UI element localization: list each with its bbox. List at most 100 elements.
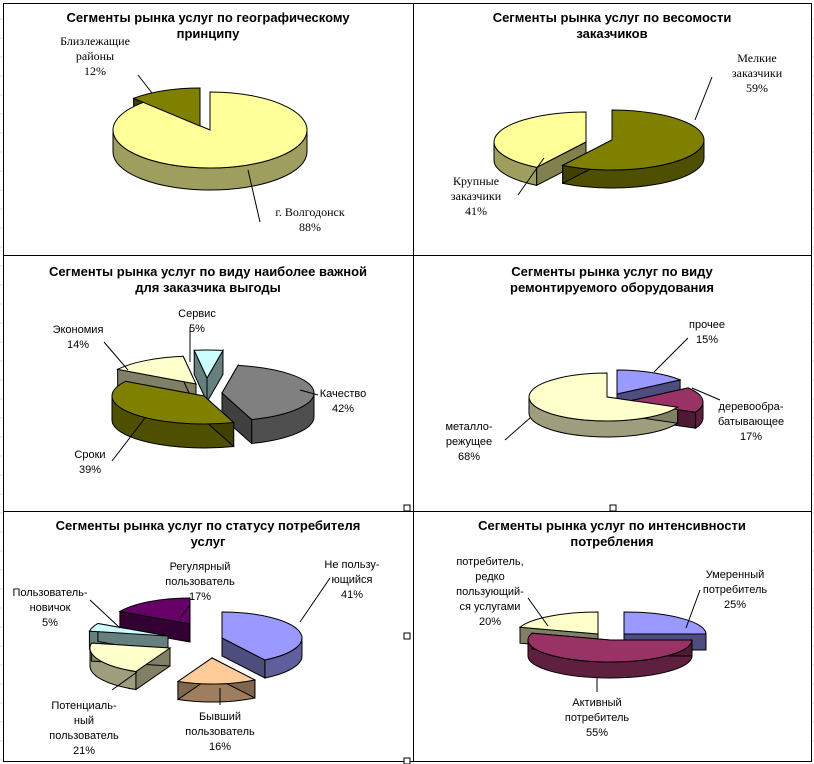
slice-label-line: 20% xyxy=(479,616,501,628)
pie-slice-2 xyxy=(624,387,704,413)
slice-label-line: 12% xyxy=(84,64,106,78)
slice-label: Сроки 39% xyxy=(74,449,105,476)
chart-title: Сегменты рынка услуг по интенсивности пот… xyxy=(478,518,746,549)
pie-slice-1 xyxy=(623,611,707,635)
slice-label-line: 15% xyxy=(696,334,718,346)
slice-label-line: 17% xyxy=(189,591,211,603)
pie-chart-5: Сегменты рынка услуг по статусу потребит… xyxy=(12,518,379,757)
slice-label-line: Не пользу- xyxy=(324,559,380,571)
slice-label-line: районы xyxy=(76,49,114,63)
pie-slice-1 xyxy=(561,109,705,171)
slice-label-line: 21% xyxy=(73,745,95,757)
pie-chart-6: Сегменты рынка услуг по интенсивности пот… xyxy=(456,518,767,739)
slice-label-line: 5% xyxy=(189,323,205,335)
pie-top xyxy=(518,611,707,663)
slice-label-line: пользователь xyxy=(49,730,119,742)
slice-label-line: Бывший xyxy=(199,711,241,723)
chart-title-line: Сегменты рынка услуг по виду xyxy=(511,264,713,279)
chart-frame xyxy=(413,255,812,512)
slice-label-line: 68% xyxy=(458,451,480,463)
chart-title-line: услуг xyxy=(191,534,226,549)
slice-label: Сервис 5% xyxy=(178,308,216,335)
pie-slice-1 xyxy=(112,91,308,169)
slice-label-line: редко xyxy=(475,571,504,583)
chart-title-line: потребления xyxy=(570,534,653,549)
pie-slice-5 xyxy=(118,597,191,625)
chart-title: Сегменты рынка услуг по географическому п… xyxy=(66,10,350,41)
leader-line xyxy=(691,387,721,401)
pie-top xyxy=(111,349,315,425)
slice-label-line: заказчики xyxy=(732,66,783,80)
slice-label: Крупные заказчики 41% xyxy=(451,174,502,218)
slice-label-line: ный xyxy=(74,715,94,727)
slice-label-line: Пользователь- xyxy=(12,587,87,599)
chart-title-line: Сегменты рынка услуг по географическому xyxy=(66,10,350,25)
slice-label-line: 41% xyxy=(465,204,487,218)
slice-label-line: новичок xyxy=(30,602,71,614)
chart-title-line: принципу xyxy=(177,26,240,41)
chart-title-line: Сегменты рынка услуг по статусу потребит… xyxy=(56,518,361,533)
pie-chart-4: Сегменты рынка услуг по виду ремонтируемо… xyxy=(445,264,784,463)
chart-title: Сегменты рынка услуг по статусу потребит… xyxy=(56,518,361,549)
slice-label-line: пользующий- xyxy=(456,586,524,598)
pie-top xyxy=(528,369,704,422)
leader-line xyxy=(103,341,129,371)
pie-slice-2 xyxy=(132,87,201,127)
slice-label: металло-режущее 68% xyxy=(445,421,492,463)
slice-label-line: 25% xyxy=(724,599,746,611)
slice-label-line: режущее xyxy=(446,436,492,448)
pie-slice-4 xyxy=(88,622,169,637)
slice-label-line: 14% xyxy=(67,339,89,351)
slice-label-line: потребитель xyxy=(703,584,768,596)
slice-label-line: Близлежащие xyxy=(60,34,130,48)
leader-line xyxy=(685,589,701,629)
slice-label-line: прочее xyxy=(689,319,725,331)
slice-label-line: Крупные xyxy=(453,174,499,188)
selection-handle xyxy=(403,504,411,512)
pie-slice-3 xyxy=(116,355,197,385)
pie-slice-3 xyxy=(528,372,679,422)
slice-label-line: ся услугами xyxy=(460,601,521,613)
slice-label-line: Сервис xyxy=(178,308,216,320)
slice-label-line: Мелкие xyxy=(737,51,776,65)
pie-top xyxy=(493,109,705,171)
slice-label-line: Умеренный xyxy=(706,569,765,581)
leader-line xyxy=(137,74,153,94)
slice-label-line: ющийся xyxy=(331,574,372,586)
leader-line xyxy=(527,597,549,627)
slice-label-line: Качество xyxy=(320,388,367,400)
pie-slice-1 xyxy=(221,364,315,421)
pie-chart-3: Сегменты рынка услуг по виду наиболее ва… xyxy=(49,264,367,476)
slice-label: потребитель, редко пользующий-ся услугами 2… xyxy=(456,556,524,628)
pie-slice-1 xyxy=(221,611,303,661)
slice-label: Экономия 14% xyxy=(53,324,104,351)
slice-label-line: потребитель xyxy=(565,712,630,724)
leader-line xyxy=(694,76,713,121)
leader-line xyxy=(299,577,331,623)
slice-label-line: металло- xyxy=(445,421,492,433)
slice-label-line: 59% xyxy=(746,81,768,95)
slice-label-line: 88% xyxy=(299,220,321,234)
chart-title: Сегменты рынка услуг по виду ремонтируемо… xyxy=(510,264,714,295)
chart-title-line: ремонтируемого оборудования xyxy=(510,280,714,295)
slice-label-line: Экономия xyxy=(53,324,104,336)
slice-label: Активный потребитель 55% xyxy=(565,697,630,739)
slice-label-line: Регулярный xyxy=(170,561,231,573)
slice-label: Пользователь-новичок 5% xyxy=(12,587,87,629)
slice-label-line: пользователь xyxy=(185,726,255,738)
slice-label: Близлежащие районы 12% xyxy=(60,34,130,78)
leader-line xyxy=(89,599,121,629)
chart-title-line: Сегменты рынка услуг по интенсивности xyxy=(478,518,746,533)
pie-chart-1: Сегменты рынка услуг по географическому п… xyxy=(60,10,350,234)
pie-slice-4 xyxy=(193,349,224,380)
pie-top xyxy=(112,87,308,169)
pie-slice-2 xyxy=(176,657,257,685)
pie-slice-2 xyxy=(493,111,587,168)
selection-handle xyxy=(403,632,411,640)
pie-top xyxy=(88,597,303,685)
selection-handle xyxy=(403,757,411,764)
chart-frame xyxy=(3,511,414,762)
slice-label: Не пользу-ющийся 41% xyxy=(324,559,380,601)
leader-line xyxy=(299,389,319,396)
